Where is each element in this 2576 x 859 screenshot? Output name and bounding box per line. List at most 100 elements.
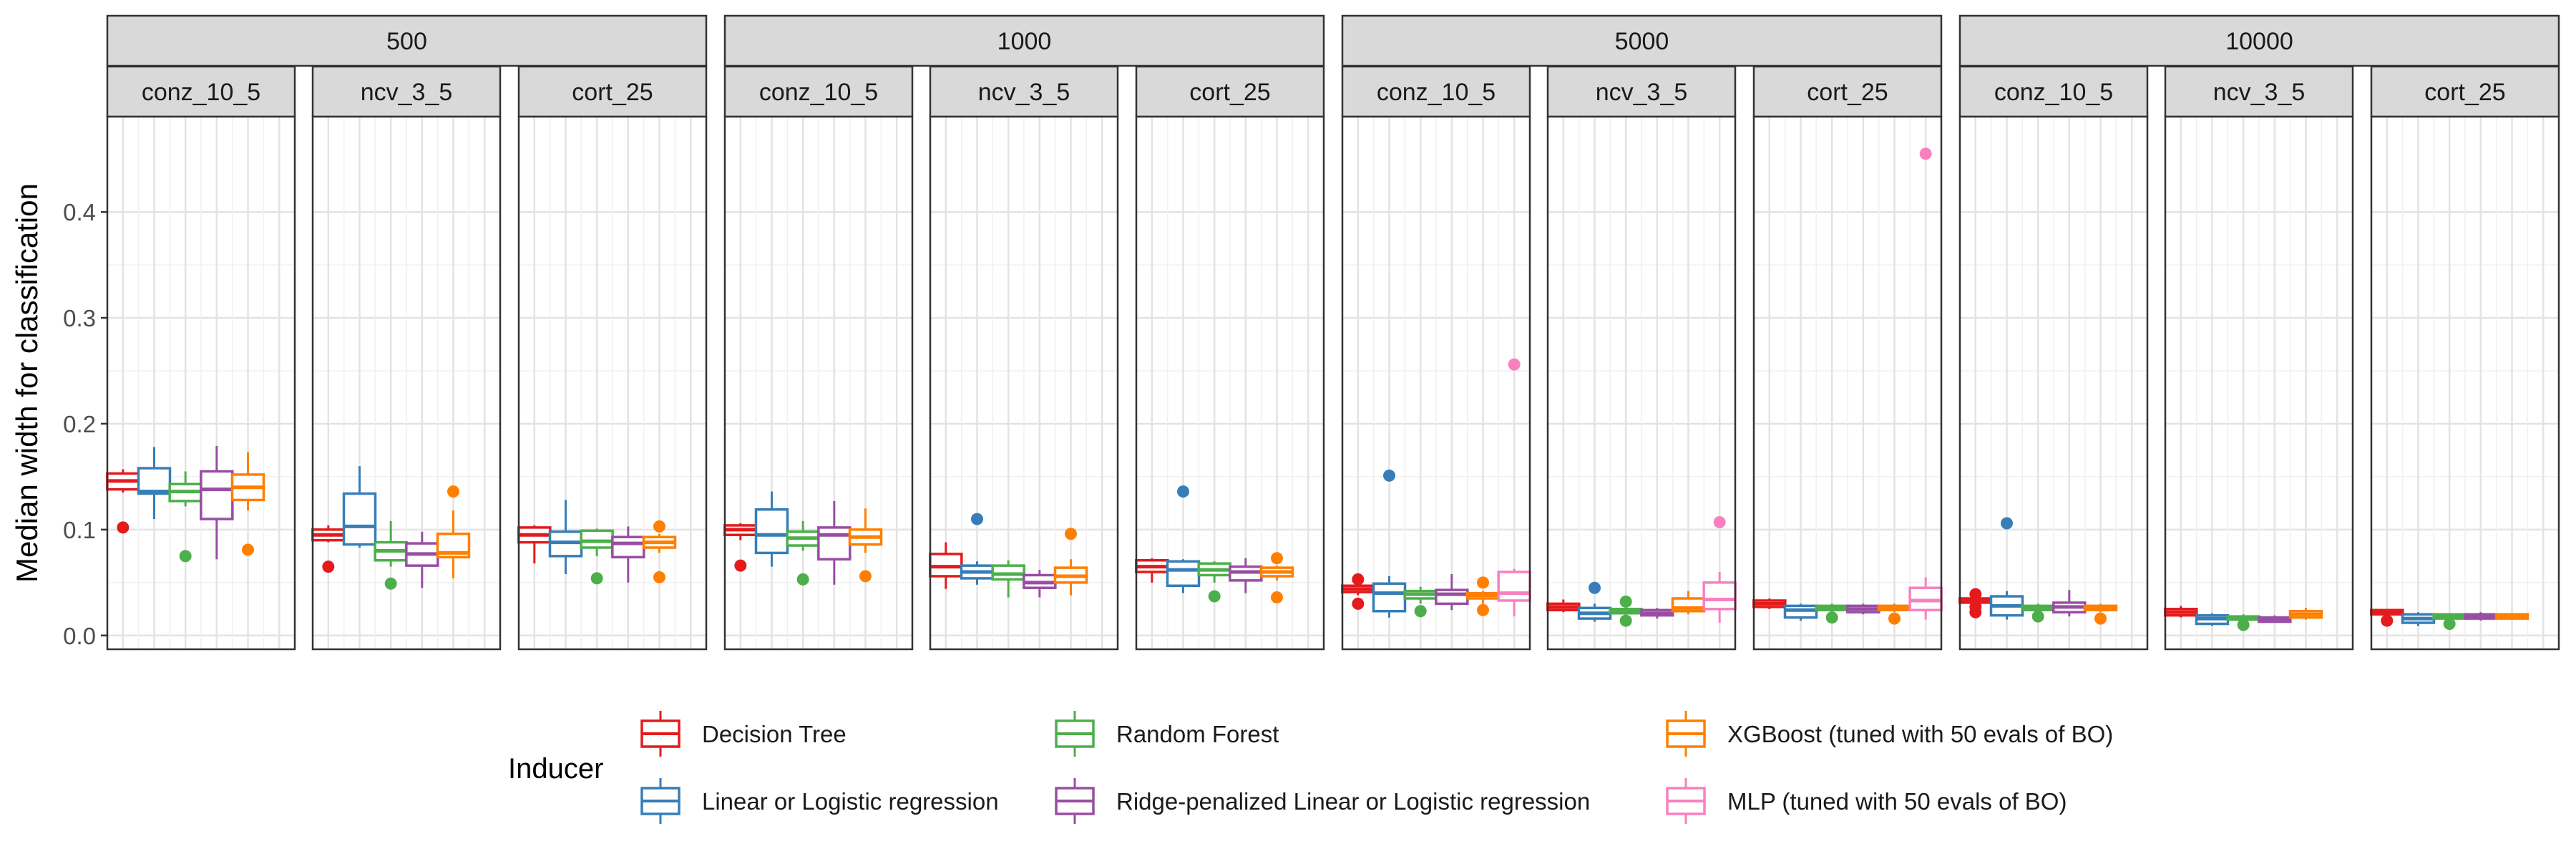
outlier-point (2094, 612, 2107, 625)
box (342, 492, 377, 546)
facet-strip-panel (106, 65, 296, 118)
panel-border (311, 115, 502, 651)
outlier-point (322, 560, 335, 573)
box (1372, 582, 1407, 613)
facet-panels: 0.0 0.1 0.2 0.3 0.4 500 1000 5000 10000 conz_10_5… (63, 14, 2560, 651)
outlier-point (1888, 612, 1901, 625)
facet-strip-panel-label: ncv_3_5 (978, 79, 1070, 106)
outlier-point (2381, 614, 2394, 627)
y-axis-label: Median width for classification (10, 183, 44, 583)
outlier-point (1713, 516, 1726, 529)
legend-item-label: Random Forest (1116, 721, 1279, 747)
panel-border (1341, 115, 1531, 651)
facet-strip-panel-label: cort_25 (2424, 79, 2505, 106)
outlier-point (1508, 358, 1521, 371)
facet-strip-panel-label: cort_25 (1189, 79, 1270, 106)
outlier-point (1969, 588, 1982, 601)
outlier-point (1414, 605, 1427, 618)
facet-strip-panel (517, 65, 708, 118)
outlier-point (1619, 614, 1632, 627)
outlier-point (1383, 469, 1395, 482)
outlier-point (1065, 528, 1077, 540)
facet-strip-panel-label: ncv_3_5 (1596, 79, 1688, 106)
facet-strip-group (1341, 14, 1943, 67)
box (817, 526, 852, 561)
outlier-point (1477, 603, 1489, 616)
outlier-point (1919, 147, 1932, 160)
panel-border (2370, 115, 2560, 651)
panel-border (1135, 115, 1325, 651)
outlier-point (2443, 618, 2456, 631)
panel-border (1546, 115, 1737, 651)
panel-border (2164, 115, 2354, 651)
outlier-point (1825, 611, 1838, 624)
y-tick-label: 0.4 (63, 199, 96, 225)
legend-item-label: Decision Tree (702, 721, 847, 747)
panel-border (106, 115, 296, 651)
outlier-point (2031, 610, 2044, 623)
outlier-point (1477, 576, 1489, 589)
facet-strip-panel (1546, 65, 1737, 118)
panel-border (1958, 115, 2149, 651)
y-tick-label: 0.2 (63, 411, 96, 437)
y-tick-label: 0.0 (63, 623, 96, 649)
outlier-point (1271, 552, 1283, 565)
outlier-point (1271, 591, 1283, 604)
outlier-point (971, 513, 983, 525)
legend-item-label: MLP (tuned with 50 evals of BO) (1727, 788, 2067, 815)
facet-strip-panel (2164, 65, 2354, 118)
box (580, 529, 614, 549)
outlier-point (1177, 485, 1189, 498)
facet-strip-panel-label: conz_10_5 (142, 79, 260, 106)
outlier-point (2237, 618, 2250, 631)
legend-item-label: Linear or Logistic regression (702, 788, 999, 815)
outlier-point (1969, 601, 1982, 613)
panel-border (929, 115, 1119, 651)
facet-strip-panel-label: ncv_3_5 (361, 79, 453, 106)
box (1435, 588, 1469, 606)
y-tick-label: 0.1 (63, 517, 96, 543)
panel-border (1752, 115, 1943, 651)
facet-strip-group-label: 500 (386, 28, 427, 55)
outlier-point (653, 520, 665, 533)
outlier-point (734, 559, 747, 572)
outlier-point (2001, 517, 2013, 530)
facet-strip-panel (1752, 65, 1943, 118)
legend-title: Inducer (508, 753, 603, 785)
outlier-point (447, 485, 459, 498)
outlier-point (1619, 595, 1632, 608)
outlier-point (590, 572, 603, 585)
facet-strip-panel-label: ncv_3_5 (2213, 79, 2306, 106)
outlier-point (179, 550, 192, 563)
facet-strip-panel (929, 65, 1119, 118)
box (754, 508, 789, 555)
panel-border (517, 115, 708, 651)
facet-strip-group-label: 10000 (2225, 28, 2293, 55)
facet-strip-group-label: 5000 (1615, 28, 1669, 55)
box (1166, 560, 1201, 588)
facet-strip-panel-label: conz_10_5 (759, 79, 878, 106)
legend-item-label: Ridge-penalized Linear or Logistic regre… (1116, 788, 1590, 815)
legend-item-label: XGBoost (tuned with 50 evals of BO) (1727, 721, 2113, 747)
outlier-point (1352, 573, 1365, 586)
outlier-point (859, 570, 872, 583)
panel-border (723, 115, 914, 651)
box (137, 467, 172, 495)
facet-strip-panel (311, 65, 502, 118)
legend: Inducer Decision Tree Linear or Logistic … (508, 711, 2113, 824)
facet-strip-panel-label: conz_10_5 (1994, 79, 2113, 106)
facet-strip-group (106, 14, 708, 67)
box (611, 535, 645, 559)
y-tick-label: 0.3 (63, 305, 96, 331)
facet-strip-group-label: 1000 (997, 28, 1052, 55)
box (1702, 581, 1737, 611)
facet-strip-panel-label: cort_25 (1807, 79, 1888, 106)
outlier-point (1208, 590, 1221, 603)
outlier-point (384, 577, 397, 590)
facet-strip-panel-label: cort_25 (572, 79, 653, 106)
box (1497, 571, 1531, 602)
facet-strip-panel-label: conz_10_5 (1377, 79, 1496, 106)
outlier-point (117, 521, 130, 534)
outlier-point (796, 573, 809, 586)
